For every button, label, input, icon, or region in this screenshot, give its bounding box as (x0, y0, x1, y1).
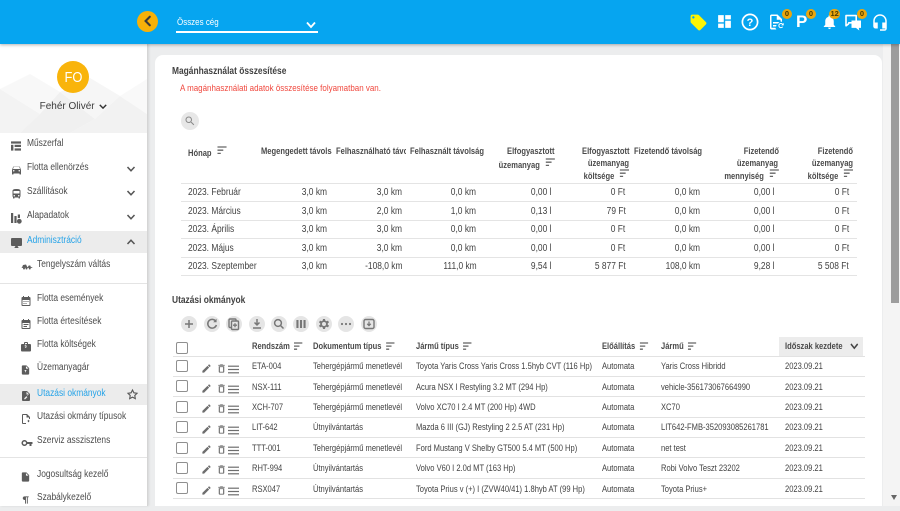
svg-text:?: ? (747, 17, 754, 29)
